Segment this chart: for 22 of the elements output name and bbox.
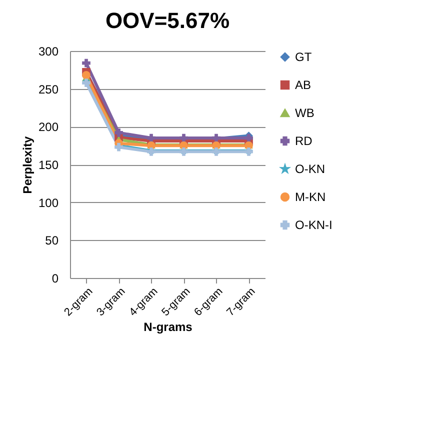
legend-label: WB: [295, 106, 314, 120]
legend-label: M-KN: [295, 190, 326, 204]
legend-label: RD: [295, 134, 313, 148]
legend-label: O-KN-I: [295, 218, 332, 232]
legend-label: O-KN: [295, 162, 325, 176]
legend-label: AB: [295, 78, 312, 92]
chart-title: OOV=5.67%: [105, 8, 230, 33]
legend-label: GT: [295, 50, 312, 64]
point: [82, 71, 90, 80]
y-tick-label: 0: [52, 272, 59, 286]
x-axis-title: N-grams: [144, 320, 193, 334]
y-tick-label: 150: [38, 158, 59, 172]
point: [114, 142, 123, 152]
y-tick-label: 100: [38, 196, 59, 210]
y-tick-label: 300: [38, 44, 59, 58]
y-tick-label: 250: [38, 82, 59, 96]
y-tick-label: 50: [45, 234, 59, 248]
point: [244, 134, 253, 142]
point: [82, 58, 90, 68]
point: [114, 128, 123, 137]
y-tick-label: 200: [38, 120, 59, 134]
y-axis-title: Perplexity: [20, 136, 34, 194]
